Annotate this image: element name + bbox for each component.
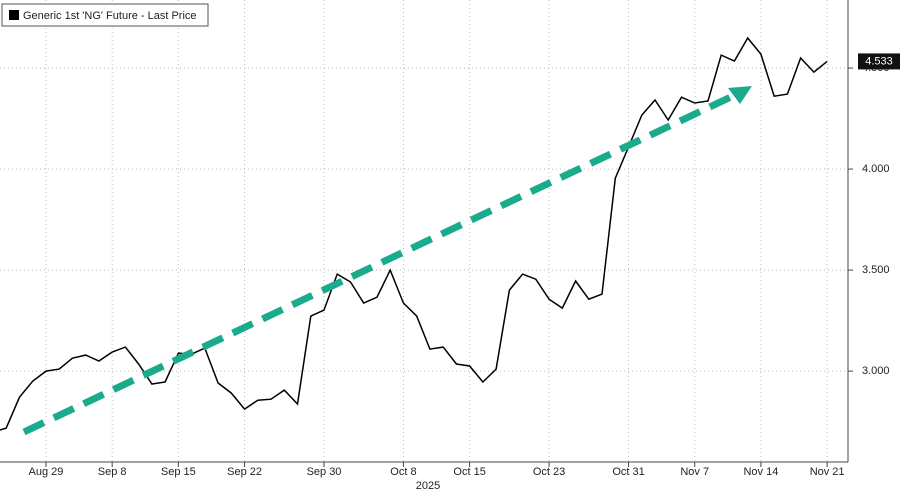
x-tick-label: Oct 8 xyxy=(390,466,416,478)
last-price-label: 4.533 xyxy=(865,55,893,67)
x-tick-label: Oct 23 xyxy=(533,466,565,478)
x-tick-label: Sep 8 xyxy=(98,466,127,478)
price-line xyxy=(0,36,828,431)
x-tick-label: Sep 15 xyxy=(161,466,196,478)
x-axis-label: 2025 xyxy=(416,480,440,492)
trend-arrow xyxy=(22,86,752,436)
last-price-tag xyxy=(858,53,900,70)
legend: Generic 1st 'NG' Future - Last Price xyxy=(1,3,209,27)
legend-swatch xyxy=(9,10,19,20)
x-tick-label: Sep 22 xyxy=(227,466,262,478)
x-tick-label: Oct 15 xyxy=(453,466,485,478)
legend-box xyxy=(1,3,209,27)
y-tick-label: 4.000 xyxy=(862,163,890,175)
x-tick-label: Nov 14 xyxy=(743,466,778,478)
y-tick-label: 3.000 xyxy=(862,365,890,377)
legend-label: Generic 1st 'NG' Future - Last Price xyxy=(23,10,197,22)
x-tick-label: Aug 29 xyxy=(29,466,64,478)
y-tick-label: 3.500 xyxy=(862,264,890,276)
x-tick-label: Nov 21 xyxy=(810,466,845,478)
x-tick-label: Oct 31 xyxy=(612,466,644,478)
x-tick-label: Sep 30 xyxy=(307,466,342,478)
x-tick-label: Nov 7 xyxy=(680,466,709,478)
